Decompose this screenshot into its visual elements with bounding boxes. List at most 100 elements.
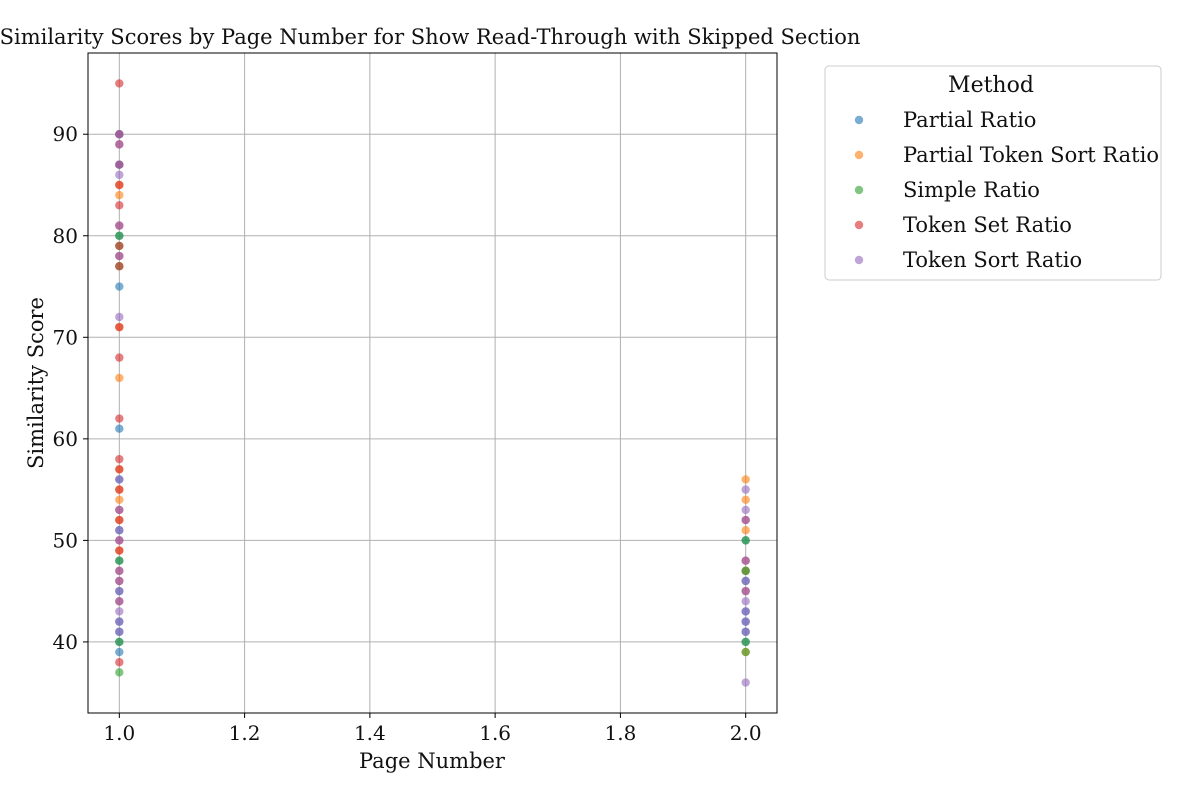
scatter-point <box>115 637 124 647</box>
scatter-point <box>115 140 124 149</box>
scatter-point <box>115 221 124 230</box>
legend-marker <box>854 115 864 125</box>
y-tick-label: 40 <box>53 630 78 654</box>
legend-label: Partial Ratio <box>903 108 1036 132</box>
scatter-point <box>115 353 124 362</box>
legend-box <box>824 65 1162 281</box>
grid-lines <box>88 53 777 713</box>
scatter-point <box>741 617 750 626</box>
legend-marker <box>854 150 864 160</box>
scatter-point <box>115 190 124 200</box>
y-axis-ticks: 40 50 60 70 80 90 <box>53 122 88 654</box>
scatter-point <box>741 586 750 596</box>
scatter-point <box>115 546 124 555</box>
legend-label: Token Set Ratio <box>903 213 1072 237</box>
scatter-point <box>115 241 124 251</box>
x-tick-label: 1.0 <box>103 721 135 745</box>
scatter-point <box>115 627 124 636</box>
scatter-point <box>115 312 124 322</box>
legend-marker <box>854 220 864 230</box>
scatter-point <box>741 627 750 636</box>
scatter-point <box>115 607 124 616</box>
y-tick-label: 90 <box>53 122 78 146</box>
scatter-point <box>115 485 124 494</box>
x-tick-label: 1.4 <box>354 721 386 745</box>
x-tick-label: 1.6 <box>479 721 511 745</box>
legend-label: Simple Ratio <box>903 178 1040 202</box>
scatter-point <box>115 515 124 525</box>
y-axis-label: Similarity Score <box>24 297 48 469</box>
scatter-point <box>115 251 124 261</box>
scatter-point <box>115 322 124 332</box>
scatter-point <box>115 201 124 210</box>
y-tick-label: 60 <box>53 427 78 451</box>
scatter-point <box>115 130 124 139</box>
scatter-point <box>115 617 124 626</box>
scatter-point <box>741 637 750 647</box>
scatter-point <box>115 597 124 606</box>
scatter-point <box>741 475 750 484</box>
scatter-point <box>741 485 750 494</box>
legend-entry: Token Sort Ratio <box>854 248 1082 272</box>
scatter-point <box>115 586 124 596</box>
scatter-point <box>115 170 124 180</box>
scatter-point <box>115 180 124 190</box>
scatter-point <box>115 566 124 576</box>
legend-items: Partial Ratio Partial Token Sort Ratio Sim… <box>854 108 1159 272</box>
legend-entry: Simple Ratio <box>854 178 1040 202</box>
scatter-point <box>115 647 124 657</box>
scatter-point <box>741 678 750 687</box>
y-tick-label: 50 <box>53 528 78 552</box>
y-tick-label: 70 <box>53 325 78 349</box>
scatter-point <box>741 526 750 535</box>
legend-marker <box>854 185 864 195</box>
scatter-point <box>115 262 124 271</box>
scatter-point <box>115 454 124 464</box>
scatter-point <box>741 515 750 525</box>
scatter-point <box>115 576 124 586</box>
scatter-point <box>115 556 124 565</box>
scatter-point <box>115 475 124 484</box>
legend-entry: Partial Token Sort Ratio <box>854 143 1159 167</box>
scatter-point <box>115 465 124 474</box>
legend-label: Partial Token Sort Ratio <box>903 143 1159 167</box>
x-axis-ticks: 1.0 1.2 1.4 1.6 1.8 2.0 <box>103 713 762 745</box>
scatter-point <box>741 495 750 504</box>
scatter-point <box>741 607 750 616</box>
x-tick-label: 2.0 <box>730 721 762 745</box>
y-tick-label: 80 <box>53 224 78 248</box>
data-points <box>115 79 750 687</box>
scatter-point <box>115 526 124 535</box>
legend-entry: Partial Ratio <box>854 108 1036 132</box>
x-tick-label: 1.8 <box>605 721 637 745</box>
scatter-point <box>115 373 124 383</box>
scatter-point <box>115 79 124 88</box>
scatter-point <box>741 647 750 657</box>
scatter-point <box>115 231 124 240</box>
legend-label: Token Sort Ratio <box>903 248 1082 272</box>
scatter-point <box>115 495 124 504</box>
scatter-point <box>115 505 124 515</box>
scatter-point <box>741 597 750 606</box>
legend-marker <box>854 255 864 265</box>
scatter-point <box>741 576 750 586</box>
legend-entry: Token Set Ratio <box>854 213 1072 237</box>
scatter-point <box>115 668 124 677</box>
scatter-point <box>115 414 124 423</box>
legend-title: Method <box>948 73 1034 98</box>
scatter-point <box>741 556 750 565</box>
scatter-point <box>115 282 124 291</box>
x-tick-label: 1.2 <box>229 721 261 745</box>
scatter-point <box>741 536 750 545</box>
scatter-point <box>741 566 750 576</box>
scatter-point <box>115 160 124 169</box>
scatter-point <box>115 536 124 545</box>
legend: Method Partial Ratio Partial Token Sort R… <box>824 65 1162 281</box>
scatter-point <box>115 424 124 433</box>
chart-title: Similarity Scores by Page Number for Sho… <box>0 25 860 49</box>
x-axis-label: Page Number <box>359 749 506 773</box>
scatter-point <box>115 658 124 667</box>
plot-frame <box>87 52 778 714</box>
